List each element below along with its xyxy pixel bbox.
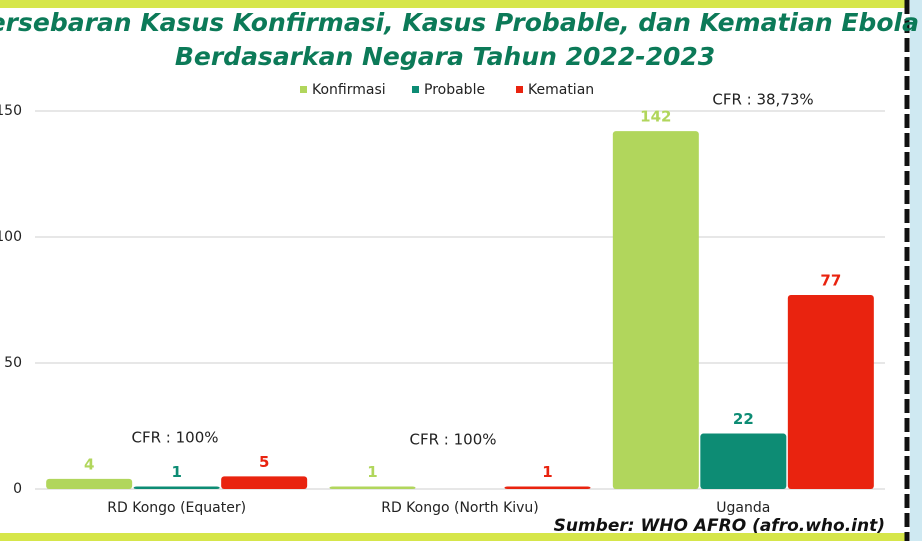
bar	[700, 433, 787, 489]
data-label: 1	[367, 463, 377, 481]
data-label: 1	[171, 463, 181, 481]
bar	[133, 486, 220, 489]
y-tick-label: 150	[0, 103, 22, 119]
data-label: 1	[542, 463, 552, 481]
side-band	[910, 0, 922, 541]
source: Sumber: WHO AFRO (afro.who.int)	[554, 516, 885, 536]
y-tick-label: 100	[0, 229, 22, 245]
x-tick-label: RD Kongo (Equater)	[107, 500, 246, 516]
y-tick-label: 0	[13, 481, 22, 497]
x-tick-label: RD Kongo (North Kivu)	[381, 500, 539, 516]
top-band	[0, 0, 905, 8]
annotation: CFR : 100%	[410, 431, 497, 449]
legend-swatch	[412, 86, 419, 93]
data-label: 77	[820, 271, 841, 289]
bar	[221, 476, 308, 489]
bar	[46, 478, 133, 489]
data-label: 142	[640, 108, 671, 126]
bar	[787, 294, 874, 489]
legend-swatch	[516, 86, 523, 93]
chart-title: Berdasarkan Negara Tahun 2022-2023	[175, 42, 715, 71]
data-label: 22	[733, 410, 754, 428]
legend-label: Probable	[424, 82, 485, 98]
chart-title: Persebaran Kasus Konfirmasi, Kasus Proba…	[0, 8, 919, 37]
legend-label: Kematian	[528, 82, 594, 98]
annotation: CFR : 100%	[132, 429, 219, 447]
bar	[329, 486, 416, 489]
annotation: CFR : 38,73%	[712, 91, 813, 109]
y-tick-label: 50	[4, 355, 22, 371]
data-label: 4	[84, 455, 94, 473]
bottom-band	[0, 533, 905, 541]
bar	[612, 131, 699, 489]
data-label: 5	[259, 453, 269, 471]
legend-label: Konfirmasi	[312, 82, 386, 98]
legend-swatch	[300, 86, 307, 93]
x-tick-label: Uganda	[716, 500, 770, 516]
bar	[504, 486, 591, 489]
